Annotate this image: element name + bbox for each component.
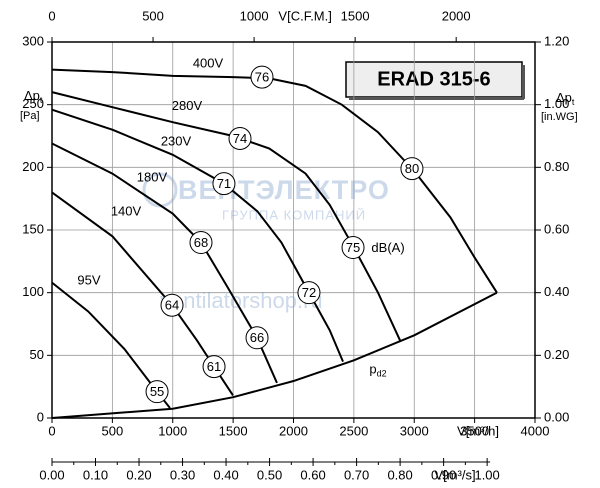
db-circle <box>341 236 365 260</box>
x2-tick-label: 500 <box>142 8 164 23</box>
x2-tick-label: 0 <box>48 8 55 23</box>
x3-tick-label: 0.60 <box>300 467 325 482</box>
curve-label-name: p <box>369 362 376 377</box>
curve-label: 180V <box>137 170 168 185</box>
db-label: 68 <box>194 235 208 250</box>
curve-label: 95V <box>77 273 100 288</box>
y-axis-label: Δpt <box>24 88 43 105</box>
x-axis-label: V[m³/h] <box>457 423 499 438</box>
x2-axis-label: V[C.F.M.] <box>278 8 331 23</box>
x-tick-label: 3500 <box>460 423 489 438</box>
db-label: 76 <box>255 70 269 85</box>
y2-tick-label: 0.60 <box>544 221 569 236</box>
y-tick-label: 150 <box>22 221 44 236</box>
x-tick-label: 1500 <box>219 423 248 438</box>
curve <box>51 291 498 419</box>
y-tick-label: 0 <box>37 409 44 424</box>
x-tick-label: 2000 <box>279 423 308 438</box>
db-label: dB(A) <box>371 240 404 255</box>
y2-tick-label: 0.20 <box>544 347 569 362</box>
curve-label-name: 140V <box>111 204 142 219</box>
curve-label: 140V <box>111 204 142 219</box>
y2-tick-label: 0.40 <box>544 284 569 299</box>
db-label: 75 <box>346 240 360 255</box>
x3-tick-label: 0.80 <box>387 467 412 482</box>
curve <box>51 91 401 341</box>
db-circle <box>160 293 184 317</box>
y2-tick-label: 1.20 <box>544 33 569 48</box>
curve-label: pd2 <box>369 362 386 379</box>
x3-tick-label: 1.00 <box>474 467 499 482</box>
db-circle <box>297 281 321 305</box>
x3-tick-label: 0.50 <box>257 467 282 482</box>
db-label: 66 <box>250 330 264 345</box>
y2-axis-label-sub: t <box>572 97 575 107</box>
curve-label-sub: d2 <box>377 369 387 379</box>
y-tick-label: 250 <box>22 96 44 111</box>
y2-axis-label-main: Δp <box>556 90 572 105</box>
db-circle <box>400 157 424 181</box>
y-tick-label: 200 <box>22 159 44 174</box>
db-circle <box>250 65 274 89</box>
db-label: 80 <box>405 161 419 176</box>
y2-tick-label: 0.80 <box>544 159 569 174</box>
db-circle <box>245 326 269 350</box>
db-label: 64 <box>165 298 179 313</box>
y-axis-label-sub: t <box>40 95 43 105</box>
curve-label: 280V <box>172 99 203 114</box>
db-label: 55 <box>150 384 164 399</box>
x2-tick-label: 2000 <box>442 8 471 23</box>
watermark-text: ventilatorshop.ru <box>160 288 323 313</box>
x3-tick-label: 0.90 <box>431 467 456 482</box>
x3-tick-label: 0.70 <box>344 467 369 482</box>
y-tick-label: 300 <box>22 33 44 48</box>
y-tick-label: 100 <box>22 284 44 299</box>
curve-label: 230V <box>161 134 192 149</box>
x3-tick-label: 0.00 <box>39 467 64 482</box>
watermark-text: ВЕНТЭЛЕКТРО <box>178 175 390 205</box>
y2-axis-label: Δpt <box>556 90 575 107</box>
x3-tick-label: 0.20 <box>126 467 151 482</box>
watermark-text: ГРУППА КОМПАНИЙ <box>222 207 366 222</box>
x-tick-label: 1000 <box>158 423 187 438</box>
db-circle <box>212 172 236 196</box>
x2-tick-label: 1000 <box>240 8 269 23</box>
curve <box>51 68 498 294</box>
curve-label-name: 95V <box>77 273 100 288</box>
db-circle <box>228 127 252 151</box>
curve-label-name: 280V <box>172 99 203 114</box>
x-tick-label: 0 <box>48 423 55 438</box>
curve-label-name: 230V <box>161 134 192 149</box>
db-circle <box>202 355 226 379</box>
db-label: 61 <box>207 359 221 374</box>
curve-label-name: 400V <box>193 56 224 71</box>
db-label: 74 <box>233 131 247 146</box>
x-tick-label: 3000 <box>400 423 429 438</box>
y-axis-unit: [Pa] <box>20 110 40 122</box>
x3-tick-label: 0.40 <box>213 467 238 482</box>
db-label: 71 <box>217 176 231 191</box>
x2-tick-label: 1500 <box>341 8 370 23</box>
x-tick-label: 2500 <box>339 423 368 438</box>
curve-label-name: 180V <box>137 170 168 185</box>
db-circle <box>145 380 169 404</box>
x-tick-label: 500 <box>102 423 124 438</box>
x3-tick-label: 0.10 <box>83 467 108 482</box>
x3-axis-label: V[m³/s] <box>434 467 475 482</box>
chart-title: ERAD 315-6 <box>377 68 490 90</box>
y2-tick-label: 0.00 <box>544 409 569 424</box>
y2-axis-unit: [in.WG] <box>541 111 578 123</box>
y-tick-label: 50 <box>30 347 44 362</box>
db-circle <box>189 231 213 255</box>
db-label: 72 <box>302 285 316 300</box>
curve <box>51 108 344 362</box>
x3-tick-label: 0.30 <box>170 467 195 482</box>
x-tick-label: 4000 <box>521 423 550 438</box>
y2-tick-label: 1.00 <box>544 96 569 111</box>
curve-label: 400V <box>193 56 224 71</box>
y-axis-label-main: Δp <box>24 88 40 103</box>
